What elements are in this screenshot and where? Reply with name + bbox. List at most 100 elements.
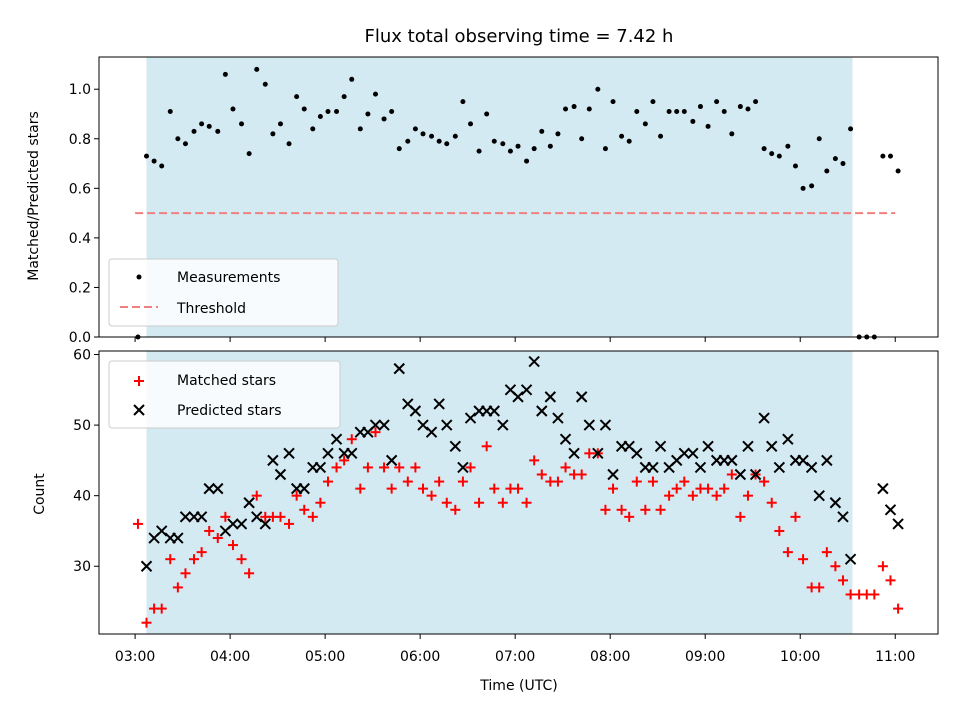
measurement-point xyxy=(563,106,569,112)
matched-star-point xyxy=(759,476,770,487)
matched-star-point xyxy=(584,448,595,459)
measurement-point xyxy=(500,141,506,147)
matched-star-point xyxy=(703,483,714,494)
matched-star-point xyxy=(227,540,238,551)
predicted-star-point xyxy=(654,440,667,452)
predicted-star-point xyxy=(393,362,405,375)
measurement-point xyxy=(650,99,656,105)
measurement-point xyxy=(317,113,323,119)
measurement-point xyxy=(325,109,331,115)
predicted-star-point xyxy=(892,518,904,530)
matched-star-point xyxy=(410,462,421,473)
threshold-legend-label: Threshold xyxy=(176,301,246,317)
measurement-point xyxy=(681,109,687,115)
matched-star-point xyxy=(386,483,397,494)
bottom-axes-frame xyxy=(98,350,939,635)
predicted-star-point xyxy=(274,468,287,481)
top-axes-frame xyxy=(98,56,939,338)
predicted-star-point xyxy=(322,447,334,460)
measurement-point xyxy=(832,156,838,162)
predicted-star-point xyxy=(203,482,215,495)
matched-star-point xyxy=(180,568,191,579)
measurement-point xyxy=(769,151,775,157)
matched-star-point xyxy=(450,504,461,515)
matched-star-point xyxy=(291,490,302,501)
matched-star-point xyxy=(355,483,366,494)
bottom-y-axis-label: Count xyxy=(32,473,48,515)
matched-star-point xyxy=(457,476,468,487)
matched-star-point xyxy=(474,497,485,508)
measurement-point xyxy=(412,126,418,132)
predicted-star-point xyxy=(369,419,382,431)
matched-star-point xyxy=(837,575,848,586)
measurement-point xyxy=(776,153,782,159)
matched-star-point xyxy=(664,490,675,501)
measurement-point xyxy=(357,126,363,132)
matched-star-point xyxy=(299,504,310,515)
matched-star-point xyxy=(552,476,563,487)
matched-star-point xyxy=(394,462,405,473)
predicted-star-point xyxy=(425,426,438,438)
measurement-point xyxy=(277,121,283,127)
top-y-tick-label: 0.4 xyxy=(69,231,91,247)
measurement-point xyxy=(429,133,435,139)
predicted-star-point xyxy=(378,419,390,431)
measurement-point xyxy=(737,104,743,110)
measurement-point xyxy=(460,99,466,105)
measurement-point xyxy=(531,146,537,152)
predicted-star-point xyxy=(797,454,809,467)
predicted-star-point xyxy=(520,384,533,396)
matched-star-point xyxy=(322,476,333,487)
measurement-point xyxy=(215,128,221,134)
measurement-point xyxy=(151,158,157,164)
measurement-point xyxy=(389,109,395,115)
measurement-point xyxy=(341,94,347,100)
measurement-point xyxy=(334,109,340,115)
predicted-legend-marker xyxy=(133,404,145,416)
bottom-legend-box xyxy=(108,360,341,429)
matched-star-point xyxy=(426,490,437,501)
measurement-point xyxy=(405,138,411,144)
predicted-star-point xyxy=(599,419,612,431)
measurement-point xyxy=(270,131,276,137)
predicted-star-point xyxy=(251,511,263,523)
matched-star-point xyxy=(284,518,295,529)
measurement-point xyxy=(539,128,545,134)
predicted-star-point xyxy=(441,419,453,431)
predicted-star-point xyxy=(583,419,595,431)
measurement-point xyxy=(167,109,173,115)
measurement-point xyxy=(824,168,830,174)
measurement-point xyxy=(294,94,300,100)
measurement-point xyxy=(222,71,228,77)
predicted-star-point xyxy=(417,419,429,431)
measurement-point xyxy=(800,185,806,191)
predicted-star-point xyxy=(172,532,184,544)
predicted-star-point xyxy=(330,433,343,445)
predicted-star-point xyxy=(742,440,754,452)
x-axis-label: Time (UTC) xyxy=(479,678,557,694)
measurement-point xyxy=(436,138,442,144)
matched-star-point xyxy=(251,490,262,501)
predicted-star-point xyxy=(559,433,572,445)
measurement-point xyxy=(705,123,711,129)
matched-star-point xyxy=(766,497,777,508)
matched-star-point xyxy=(869,589,880,600)
measurement-point xyxy=(286,141,292,147)
matched-star-point xyxy=(465,462,476,473)
predicted-star-point xyxy=(283,447,295,460)
matched-star-point xyxy=(830,561,841,572)
matched-star-point xyxy=(600,504,611,515)
matched-star-point xyxy=(798,554,809,565)
measurement-point xyxy=(753,99,759,105)
top-legend: Measurements Threshold xyxy=(108,258,339,327)
measurement-point xyxy=(191,128,197,134)
matched-star-point xyxy=(418,483,429,494)
top-y-tick-label: 0.2 xyxy=(69,280,91,296)
top-panel: 0.0 0.2 0.4 0.6 0.8 1.0 Flux total observing … xyxy=(26,26,939,346)
measurement-point xyxy=(246,151,252,157)
measurement-point xyxy=(515,143,521,149)
matched-star-point xyxy=(576,469,587,480)
matched-star-point xyxy=(814,582,825,593)
matched-star-point xyxy=(434,476,445,487)
measurement-point xyxy=(349,76,355,82)
